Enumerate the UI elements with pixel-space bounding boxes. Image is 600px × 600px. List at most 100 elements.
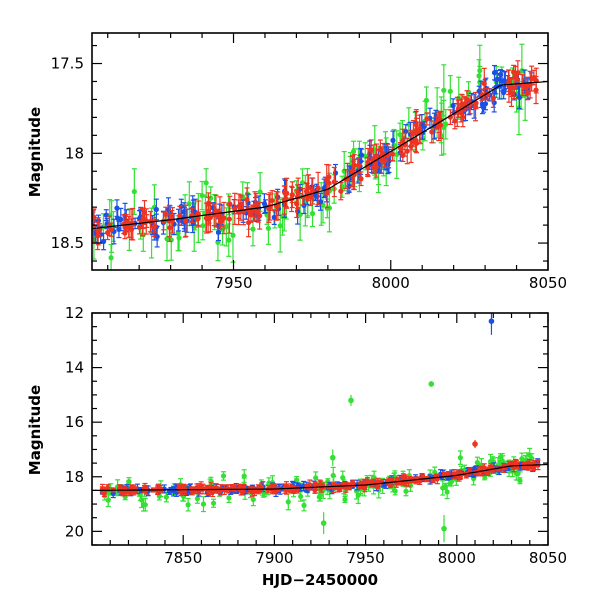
data-point [358, 176, 364, 182]
data-point [443, 121, 449, 127]
bottom-panel-data [92, 313, 548, 543]
data-point [220, 473, 227, 479]
data-point [301, 502, 307, 508]
data-point [480, 104, 487, 111]
data-point [205, 208, 211, 214]
data-point [275, 203, 281, 209]
data-point [289, 192, 295, 198]
data-point [490, 95, 496, 101]
data-point [460, 114, 466, 120]
data-point [100, 488, 107, 494]
data-point [392, 488, 398, 494]
data-point [312, 485, 318, 491]
data-point [408, 143, 414, 149]
data-point [351, 172, 357, 178]
outlier-point [348, 397, 354, 404]
data-point [397, 131, 403, 138]
data-point [515, 70, 521, 76]
data-point [140, 232, 146, 238]
data-point [177, 213, 183, 219]
data-point [285, 499, 291, 505]
data-point [452, 118, 458, 124]
data-point [350, 148, 357, 155]
data-point [356, 162, 362, 169]
data-point [445, 471, 451, 477]
data-point [183, 218, 189, 224]
data-point [282, 190, 288, 196]
x-tick-label: 7950 [214, 274, 252, 292]
data-point [314, 193, 320, 199]
data-point [257, 189, 263, 195]
data-point [377, 147, 383, 153]
y-tick-label: 14 [65, 359, 84, 377]
data-point [226, 216, 232, 222]
y-tick-label: 16 [65, 413, 84, 431]
data-point [438, 133, 445, 139]
model-curve [92, 80, 548, 230]
data-point [340, 475, 346, 481]
x-tick-label: 7900 [255, 549, 293, 567]
data-point [531, 461, 537, 467]
data-point [317, 199, 324, 205]
top-panel-frame [91, 32, 549, 271]
outlier-point [320, 520, 327, 526]
data-point [241, 473, 247, 479]
bottom-panel-frame [91, 312, 549, 546]
outlier-point [472, 441, 478, 447]
data-point [337, 485, 343, 491]
data-point [472, 104, 479, 110]
data-point [108, 255, 114, 261]
data-point [410, 130, 416, 137]
data-point [108, 227, 114, 233]
data-point [238, 201, 244, 207]
data-point [331, 179, 337, 185]
data-point [295, 190, 301, 196]
y-tick-label: 12 [65, 304, 84, 322]
x-tick-label: 7850 [164, 549, 202, 567]
data-point [530, 465, 537, 471]
data-point [103, 212, 109, 218]
data-point [95, 228, 101, 234]
data-point [167, 225, 173, 231]
data-point [105, 230, 111, 236]
data-point [389, 477, 395, 483]
data-point [153, 206, 159, 213]
data-point [295, 208, 301, 214]
data-point [338, 188, 344, 194]
data-point [444, 489, 450, 495]
data-point [474, 460, 480, 466]
data-point [330, 472, 336, 479]
data-point [269, 197, 275, 204]
data-point [163, 211, 169, 217]
data-point [210, 500, 217, 506]
data-point [533, 87, 539, 93]
data-point [464, 97, 470, 103]
data-point [157, 486, 163, 492]
y-tick-label: 17.5 [51, 55, 84, 73]
data-point [506, 79, 512, 85]
data-point [481, 465, 487, 471]
data-point [250, 487, 257, 493]
data-point [226, 495, 232, 501]
data-point [481, 81, 487, 87]
data-point [227, 201, 233, 207]
data-point [390, 137, 396, 143]
data-point [441, 87, 447, 93]
outlier-point [428, 381, 435, 387]
data-point [413, 122, 419, 128]
data-point [117, 485, 123, 491]
data-point [517, 478, 523, 484]
y-tick-label: 18 [65, 468, 84, 486]
data-point [476, 73, 482, 79]
data-point [126, 224, 132, 230]
data-point [164, 236, 170, 242]
data-point [447, 88, 453, 94]
data-point [105, 485, 111, 491]
data-point [522, 84, 529, 91]
data-point [521, 461, 528, 467]
data-point [313, 475, 319, 481]
data-point [203, 215, 210, 221]
x-tick-label: 8050 [529, 549, 567, 567]
data-point [365, 159, 371, 165]
